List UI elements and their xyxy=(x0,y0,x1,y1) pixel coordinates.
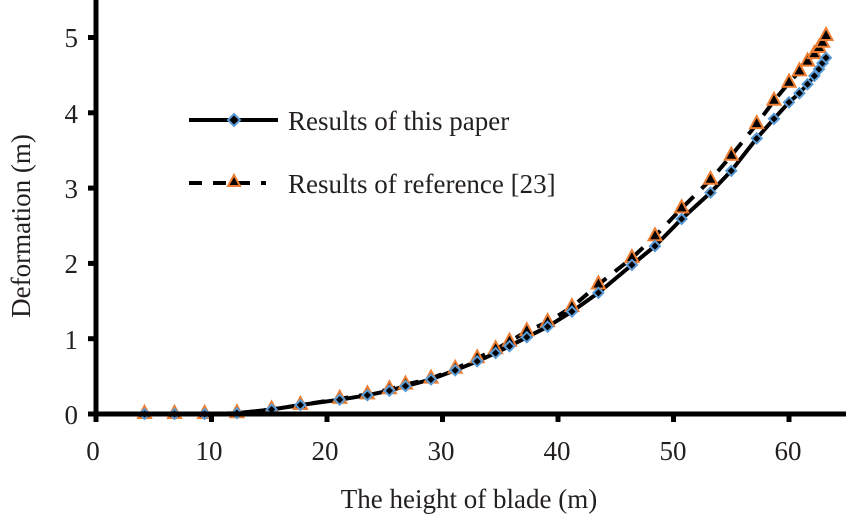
diamond-marker-icon xyxy=(360,388,374,402)
diamond-marker-icon xyxy=(520,330,534,344)
x-tick-label-10: 10 xyxy=(196,436,223,466)
diamond-marker-icon xyxy=(226,112,242,128)
legend-label-this-paper: Results of this paper xyxy=(288,106,509,136)
triangle-marker-icon xyxy=(673,198,690,214)
triangle-marker-icon xyxy=(817,25,835,41)
diamond-marker-icon xyxy=(333,393,347,407)
diamond-marker-icon xyxy=(470,354,484,368)
y-axis-title: Deformation (m) xyxy=(6,134,36,318)
triangle-marker-icon xyxy=(226,172,242,187)
diamond-marker-icon xyxy=(648,239,662,253)
legend-item-reference: Results of reference [23] xyxy=(189,169,556,199)
x-tick-label-30: 30 xyxy=(428,436,455,466)
diamond-marker-icon xyxy=(382,384,396,398)
x-ticks xyxy=(93,414,792,422)
diamond-marker-icon xyxy=(625,258,639,272)
diamond-marker-icon xyxy=(704,186,717,200)
triangle-marker-icon xyxy=(791,61,808,77)
diamond-marker-icon xyxy=(424,372,438,386)
diamond-marker-icon xyxy=(565,305,579,319)
y-tick-label-3: 3 xyxy=(65,174,79,204)
diamond-marker-icon xyxy=(503,339,516,353)
diamond-marker-icon xyxy=(819,51,833,65)
triangle-marker-icon xyxy=(780,72,798,88)
diamond-marker-icon xyxy=(293,398,307,412)
diamond-marker-icon xyxy=(399,379,412,393)
diamond-marker-icon xyxy=(448,363,462,377)
legend-label-reference: Results of reference [23] xyxy=(288,169,556,199)
triangle-marker-icon xyxy=(799,51,816,67)
diamond-marker-icon xyxy=(750,131,764,145)
x-tick-label-50: 50 xyxy=(660,436,687,466)
y-tick-label-1: 1 xyxy=(65,325,79,355)
triangle-marker-icon xyxy=(723,145,740,161)
diamond-marker-icon xyxy=(801,77,814,91)
legend: Results of this paper Results of referen… xyxy=(189,106,556,199)
diamond-marker-icon xyxy=(782,95,796,109)
x-tick-label-20: 20 xyxy=(312,436,339,466)
x-tick-label-0: 0 xyxy=(86,436,100,466)
x-tick-label-60: 60 xyxy=(775,436,802,466)
diamond-marker-icon xyxy=(792,86,806,100)
y-tick-label-5: 5 xyxy=(65,23,79,53)
diamond-marker-icon xyxy=(675,212,689,226)
diamond-marker-icon xyxy=(541,320,555,334)
diamond-marker-icon xyxy=(591,286,605,300)
y-tick-label-2: 2 xyxy=(65,249,79,279)
diamond-marker-icon xyxy=(724,164,738,178)
triangle-marker-icon xyxy=(765,90,783,106)
y-tick-label-0: 0 xyxy=(65,400,79,430)
legend-item-this-paper: Results of this paper xyxy=(189,106,509,136)
y-tick-label-4: 4 xyxy=(65,99,79,129)
triangle-marker-icon xyxy=(748,114,765,130)
triangle-marker-icon xyxy=(702,169,719,185)
x-axis-title: The height of blade (m) xyxy=(341,484,597,514)
x-tick-label-40: 40 xyxy=(544,436,571,466)
plot-series xyxy=(136,25,835,421)
diamond-marker-icon xyxy=(767,112,781,126)
diamond-marker-icon xyxy=(489,346,503,360)
